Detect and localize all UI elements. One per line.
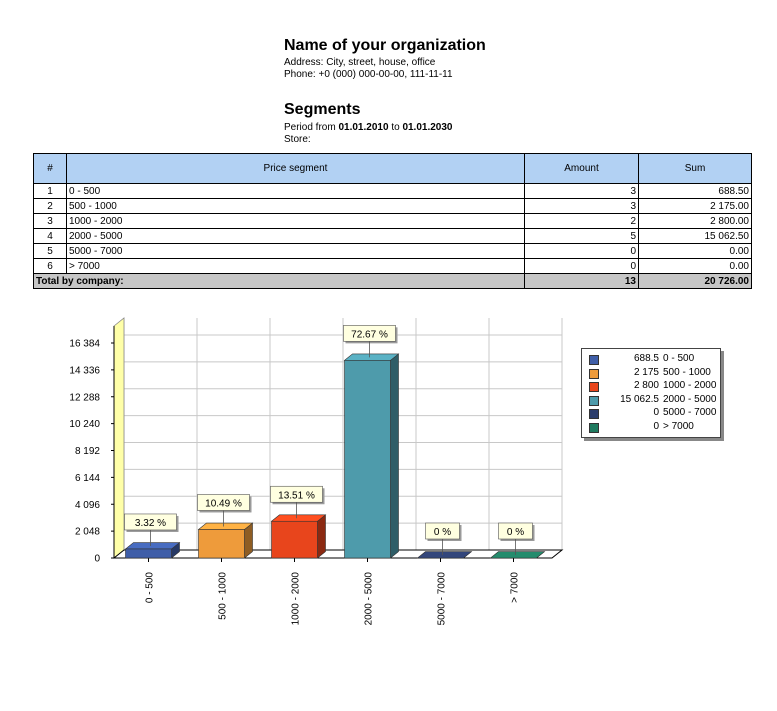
bar-top (270, 514, 327, 522)
period-from: 01.01.2010 (338, 122, 389, 133)
total-sum: 20 726.00 (638, 273, 752, 289)
legend-entry: 0 5000 - 7000 (582, 407, 720, 420)
x-tick-label: 1000 - 2000 (291, 572, 302, 626)
segments-table: # Price segment Amount Sum 1 0 - 500 3 6… (33, 153, 752, 289)
bar-front (271, 520, 318, 559)
col-header-price-segment: Price segment (66, 153, 525, 184)
y-tick-label: 8 192 (75, 446, 100, 457)
organization-name: Name of your organization (284, 37, 486, 54)
period-prefix: Period from (284, 122, 336, 133)
x-tick-label: 5000 - 7000 (437, 572, 448, 626)
table-row: 3 1000 - 2000 2 2 800.00 (33, 213, 752, 229)
legend-swatch (589, 368, 599, 379)
bar-top (343, 353, 400, 361)
y-tick-label: 2 048 (75, 527, 100, 538)
period-to-word: to (391, 122, 400, 133)
table-header-row: # Price segment Amount Sum (33, 153, 752, 184)
legend-value: 0 (653, 407, 659, 418)
table-row: 1 0 - 500 3 688.50 (33, 183, 752, 199)
bar-4: 72.67 % (343, 325, 400, 559)
legend-value: 2 175 (633, 366, 659, 378)
col-header-number: # (33, 153, 67, 184)
data-label: 13.51 % (278, 490, 315, 501)
y-tick-label: 10 240 (69, 419, 100, 430)
bar-top (124, 542, 181, 550)
legend-entry: 2 800 1000 - 2000 (582, 380, 720, 393)
bar-front (344, 360, 391, 559)
legend-label: 1000 - 2000 (663, 380, 717, 391)
y-tick-label: 0 (94, 554, 100, 565)
x-tick-label: > 7000 (510, 572, 521, 603)
table-total-row: Total by company: 13 20 726.00 (33, 273, 752, 289)
legend-entry: 688.5 0 - 500 (582, 353, 720, 366)
legend-label: 2000 - 5000 (663, 393, 717, 405)
x-tick-label: 0 - 500 (145, 572, 156, 604)
legend-value: 688.5 (633, 353, 659, 364)
legend-entry: 2 175 500 - 1000 (582, 367, 720, 380)
data-label: 0 % (434, 527, 451, 538)
bar-top (197, 522, 254, 530)
data-label: 10.49 % (205, 498, 242, 509)
y-tick-label: 16 384 (69, 339, 100, 350)
bar-6: 0 % (489, 522, 546, 559)
table-row: 4 2000 - 5000 5 15 062.50 (33, 228, 752, 244)
legend-swatch (589, 409, 599, 419)
legend-label: 5000 - 7000 (663, 407, 717, 418)
legend-swatch (589, 422, 599, 433)
legend-label: > 7000 (663, 420, 694, 432)
legend-value: 2 800 (633, 380, 659, 391)
report-title: Segments (284, 101, 361, 118)
bar-side (390, 353, 399, 559)
data-label: 72.67 % (351, 329, 388, 340)
bar-front (198, 529, 245, 559)
table-row: 5 5000 - 7000 0 0.00 (33, 243, 752, 259)
chart-plot-area: 0 2 048 4 096 6 144 8 192 10 240 12 288 14 336 1… (69, 317, 564, 626)
organization-phone: Phone: +0 (000) 000-00-00, 111-11-11 (284, 69, 453, 80)
report-period: Period from 01.01.2010 to 01.01.2030 (284, 122, 453, 133)
period-to: 01.01.2030 (402, 122, 453, 133)
bar-front (125, 548, 172, 559)
y-tick-label: 4 096 (75, 500, 100, 511)
data-label: 3.32 % (135, 518, 166, 529)
bar-side (317, 514, 326, 559)
left-wall (113, 317, 125, 559)
bar-1: 3.32 % (124, 513, 181, 559)
bar-2: 10.49 % (197, 494, 254, 559)
report-store: Store: (284, 134, 311, 145)
legend-swatch (589, 355, 599, 365)
legend-value: 15 062.5 (620, 393, 659, 405)
bar-3: 13.51 % (270, 485, 327, 559)
table-row: 6 > 7000 0 0.00 (33, 258, 752, 274)
y-tick-label: 14 336 (69, 365, 100, 376)
legend-swatch (589, 395, 599, 406)
y-tick-label: 6 144 (75, 473, 100, 484)
legend-label: 500 - 1000 (663, 366, 711, 378)
legend-entry: 0 > 7000 (582, 421, 720, 434)
total-amount: 13 (524, 273, 639, 289)
x-tick-label: 2000 - 5000 (364, 572, 375, 626)
bar-5: 0 % (416, 522, 473, 559)
x-tick-label: 500 - 1000 (218, 572, 229, 620)
total-label: Total by company: (33, 273, 525, 289)
col-header-sum: Sum (638, 153, 752, 184)
organization-address: Address: City, street, house, office (284, 57, 436, 68)
legend-entry: 15 062.5 2000 - 5000 (582, 394, 720, 407)
legend-value: 0 (653, 420, 659, 432)
data-label: 0 % (507, 527, 524, 538)
chart-legend: 688.5 0 - 500 2 175 500 - 1000 2 800 1000 - 2… (581, 348, 721, 438)
legend-label: 0 - 500 (663, 353, 695, 364)
bar-top (489, 551, 546, 559)
legend-swatch (589, 382, 599, 392)
bar-top (416, 551, 473, 559)
y-tick-label: 12 288 (69, 392, 100, 403)
